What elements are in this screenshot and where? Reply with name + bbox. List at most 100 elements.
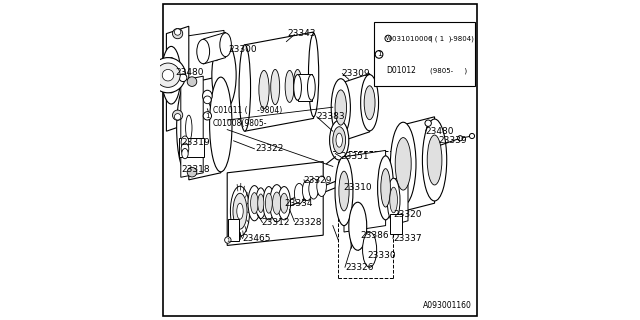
Ellipse shape (333, 127, 346, 154)
Ellipse shape (308, 34, 319, 117)
Polygon shape (166, 26, 189, 131)
Ellipse shape (293, 69, 302, 100)
Ellipse shape (212, 41, 236, 110)
Text: 23329: 23329 (303, 176, 332, 185)
Bar (374, 22, 475, 86)
Ellipse shape (250, 193, 258, 214)
Ellipse shape (332, 79, 351, 136)
Polygon shape (340, 74, 370, 141)
Circle shape (375, 51, 383, 58)
Ellipse shape (210, 77, 232, 172)
Circle shape (204, 112, 211, 120)
Ellipse shape (294, 75, 301, 100)
Text: C01011 (    -9804): C01011 ( -9804) (212, 106, 282, 115)
Ellipse shape (390, 122, 416, 205)
Ellipse shape (263, 187, 275, 220)
Text: 031010006 ( 1  ): 031010006 ( 1 ) (392, 35, 452, 42)
Ellipse shape (387, 178, 400, 222)
Ellipse shape (230, 186, 250, 236)
Text: 23318: 23318 (182, 165, 211, 174)
Ellipse shape (187, 167, 197, 177)
Ellipse shape (182, 102, 195, 154)
Circle shape (458, 136, 463, 141)
Circle shape (425, 120, 431, 126)
Circle shape (204, 96, 211, 104)
Bar (228, 219, 239, 241)
Ellipse shape (362, 232, 377, 267)
Text: 23326: 23326 (345, 263, 374, 272)
Text: D01012: D01012 (386, 66, 416, 75)
Ellipse shape (258, 194, 264, 212)
Text: 23334: 23334 (284, 199, 313, 208)
Text: 23339: 23339 (438, 136, 467, 145)
Ellipse shape (308, 179, 319, 199)
Text: A093001160: A093001160 (423, 301, 472, 310)
Text: 23480: 23480 (426, 127, 454, 136)
Text: 23465: 23465 (243, 234, 271, 243)
Text: 23337: 23337 (393, 234, 422, 243)
Text: 23312: 23312 (262, 218, 291, 227)
Bar (179, 138, 204, 157)
Text: 23330: 23330 (367, 252, 396, 260)
Ellipse shape (256, 188, 266, 219)
Ellipse shape (278, 187, 291, 220)
Text: 23386: 23386 (360, 231, 388, 240)
Ellipse shape (161, 46, 180, 104)
Ellipse shape (336, 133, 342, 147)
Ellipse shape (179, 74, 187, 82)
Text: (9805-     ): (9805- ) (430, 67, 467, 74)
Ellipse shape (381, 169, 390, 207)
Text: 23328: 23328 (294, 218, 323, 227)
Text: 23310: 23310 (343, 183, 372, 192)
Ellipse shape (396, 138, 412, 190)
Text: 1: 1 (205, 113, 210, 119)
Ellipse shape (182, 148, 188, 159)
Polygon shape (189, 76, 221, 180)
Ellipse shape (364, 86, 375, 120)
Ellipse shape (177, 81, 201, 175)
Ellipse shape (156, 63, 180, 87)
Ellipse shape (339, 171, 349, 211)
Ellipse shape (273, 192, 281, 214)
Ellipse shape (150, 58, 186, 93)
Ellipse shape (181, 143, 189, 155)
Ellipse shape (220, 33, 232, 57)
Circle shape (225, 237, 231, 243)
Ellipse shape (303, 180, 312, 201)
Ellipse shape (164, 37, 191, 113)
Text: (        -9804): ( -9804) (430, 35, 474, 42)
Ellipse shape (390, 187, 397, 213)
Ellipse shape (259, 70, 269, 109)
Ellipse shape (165, 58, 177, 93)
Ellipse shape (270, 185, 284, 222)
Ellipse shape (174, 114, 180, 120)
Polygon shape (394, 175, 408, 225)
Polygon shape (344, 150, 385, 232)
Ellipse shape (187, 77, 197, 86)
Ellipse shape (361, 75, 379, 131)
Ellipse shape (335, 156, 353, 226)
Text: 1: 1 (226, 237, 230, 243)
Circle shape (385, 35, 392, 42)
Ellipse shape (233, 193, 247, 229)
Ellipse shape (294, 183, 304, 204)
Bar (390, 214, 402, 234)
Text: 23383: 23383 (317, 112, 346, 121)
Ellipse shape (422, 119, 447, 201)
Ellipse shape (174, 29, 180, 35)
Text: 23351: 23351 (340, 152, 369, 161)
Text: 23319: 23319 (182, 138, 211, 147)
Ellipse shape (280, 193, 288, 213)
Ellipse shape (173, 28, 183, 39)
Polygon shape (181, 76, 204, 177)
Ellipse shape (173, 110, 183, 120)
Ellipse shape (317, 176, 326, 196)
Text: W: W (385, 36, 391, 41)
Polygon shape (227, 162, 323, 245)
Ellipse shape (266, 193, 272, 213)
Polygon shape (178, 30, 224, 128)
Text: 1: 1 (377, 52, 381, 57)
Text: 23320: 23320 (393, 210, 422, 219)
Ellipse shape (378, 156, 394, 220)
Polygon shape (403, 117, 435, 211)
